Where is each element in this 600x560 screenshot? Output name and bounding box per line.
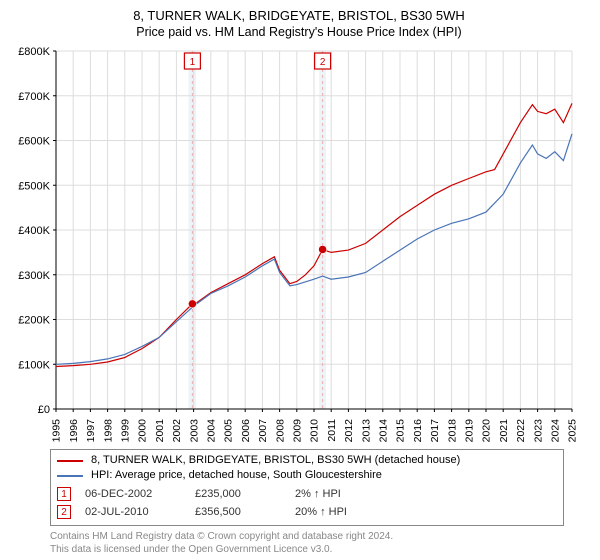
line-chart: 1 2 £0 £100K £200K £300K £400K £500K £600K £700K £… xyxy=(8,45,590,443)
svg-text:£400K: £400K xyxy=(18,225,50,237)
sale-point-icon xyxy=(188,300,196,308)
svg-text:2011: 2011 xyxy=(326,419,338,442)
chart-subtitle: Price paid vs. HM Land Registry's House … xyxy=(8,25,590,39)
sale-price: £235,000 xyxy=(195,488,295,500)
sale-pct-vs-hpi: 20% ↑ HPI xyxy=(295,506,395,518)
svg-text:2002: 2002 xyxy=(171,419,183,443)
sale-pct-vs-hpi: 2% ↑ HPI xyxy=(295,488,395,500)
sale-row: 1 06-DEC-2002£235,0002% ↑ HPI xyxy=(57,487,557,501)
svg-text:1: 1 xyxy=(190,57,196,68)
svg-text:2006: 2006 xyxy=(240,419,252,443)
chart-container: 8, TURNER WALK, BRIDGEYATE, BRISTOL, BS3… xyxy=(0,0,600,560)
footer-line1: Contains HM Land Registry data © Crown c… xyxy=(50,530,590,543)
svg-text:2004: 2004 xyxy=(205,419,217,443)
svg-text:£100K: £100K xyxy=(18,359,50,371)
legend-swatch-property xyxy=(57,460,83,462)
svg-text:2: 2 xyxy=(320,57,326,68)
svg-text:2005: 2005 xyxy=(223,419,235,443)
legend-label-property: 8, TURNER WALK, BRIDGEYATE, BRISTOL, BS3… xyxy=(91,453,460,468)
sales-list: 1 06-DEC-2002£235,0002% ↑ HPI 2 02-JUL-2010… xyxy=(57,487,557,519)
chart-area: 1 2 £0 £100K £200K £300K £400K £500K £600K £700K £… xyxy=(8,45,590,443)
svg-text:1995: 1995 xyxy=(51,419,63,443)
svg-text:£300K: £300K xyxy=(18,270,50,282)
svg-text:£800K: £800K xyxy=(18,46,50,58)
svg-text:2014: 2014 xyxy=(377,419,389,443)
svg-text:2020: 2020 xyxy=(481,419,493,443)
title-block: 8, TURNER WALK, BRIDGEYATE, BRISTOL, BS3… xyxy=(8,8,590,39)
svg-text:1999: 1999 xyxy=(119,419,131,443)
sale-row: 2 02-JUL-2010£356,50020% ↑ HPI xyxy=(57,505,557,519)
svg-text:2022: 2022 xyxy=(515,419,527,443)
svg-text:2013: 2013 xyxy=(360,419,372,443)
svg-text:2003: 2003 xyxy=(188,419,200,443)
legend-item-property: 8, TURNER WALK, BRIDGEYATE, BRISTOL, BS3… xyxy=(57,453,557,468)
chart-title-address: 8, TURNER WALK, BRIDGEYATE, BRISTOL, BS3… xyxy=(8,8,590,23)
footer-line2: This data is licensed under the Open Gov… xyxy=(50,543,590,556)
sale-point-icon xyxy=(319,245,327,253)
svg-text:2001: 2001 xyxy=(154,419,166,443)
svg-text:2021: 2021 xyxy=(498,419,510,443)
svg-text:£700K: £700K xyxy=(18,91,50,103)
svg-text:2009: 2009 xyxy=(291,419,303,443)
svg-text:2000: 2000 xyxy=(137,419,149,443)
svg-text:2023: 2023 xyxy=(532,419,544,443)
svg-text:1998: 1998 xyxy=(102,419,114,443)
sale-price: £356,500 xyxy=(195,506,295,518)
svg-text:2017: 2017 xyxy=(429,419,441,443)
legend-swatch-hpi xyxy=(57,475,83,477)
sale-marker-icon: 2 xyxy=(57,505,71,519)
svg-text:2008: 2008 xyxy=(274,419,286,443)
legend-item-hpi: HPI: Average price, detached house, Sout… xyxy=(57,468,557,483)
svg-text:1996: 1996 xyxy=(68,419,80,443)
svg-text:2012: 2012 xyxy=(343,419,355,443)
legend-label-hpi: HPI: Average price, detached house, Sout… xyxy=(91,468,382,483)
svg-text:2010: 2010 xyxy=(309,419,321,443)
svg-text:1997: 1997 xyxy=(85,419,97,443)
svg-text:2016: 2016 xyxy=(412,419,424,443)
svg-text:£600K: £600K xyxy=(18,136,50,148)
svg-text:2007: 2007 xyxy=(257,419,269,443)
svg-text:2015: 2015 xyxy=(395,419,407,443)
footer: Contains HM Land Registry data © Crown c… xyxy=(50,530,590,556)
svg-text:2018: 2018 xyxy=(446,419,458,443)
sale-marker-icon: 1 xyxy=(57,487,71,501)
sale-date: 02-JUL-2010 xyxy=(85,506,195,518)
svg-text:2024: 2024 xyxy=(549,419,561,443)
sale-date: 06-DEC-2002 xyxy=(85,488,195,500)
svg-text:£200K: £200K xyxy=(18,315,50,327)
svg-text:£500K: £500K xyxy=(18,180,50,192)
svg-text:2019: 2019 xyxy=(463,419,475,443)
legend-box: 8, TURNER WALK, BRIDGEYATE, BRISTOL, BS3… xyxy=(50,449,564,526)
svg-text:2025: 2025 xyxy=(567,419,579,443)
svg-text:£0: £0 xyxy=(38,404,50,416)
